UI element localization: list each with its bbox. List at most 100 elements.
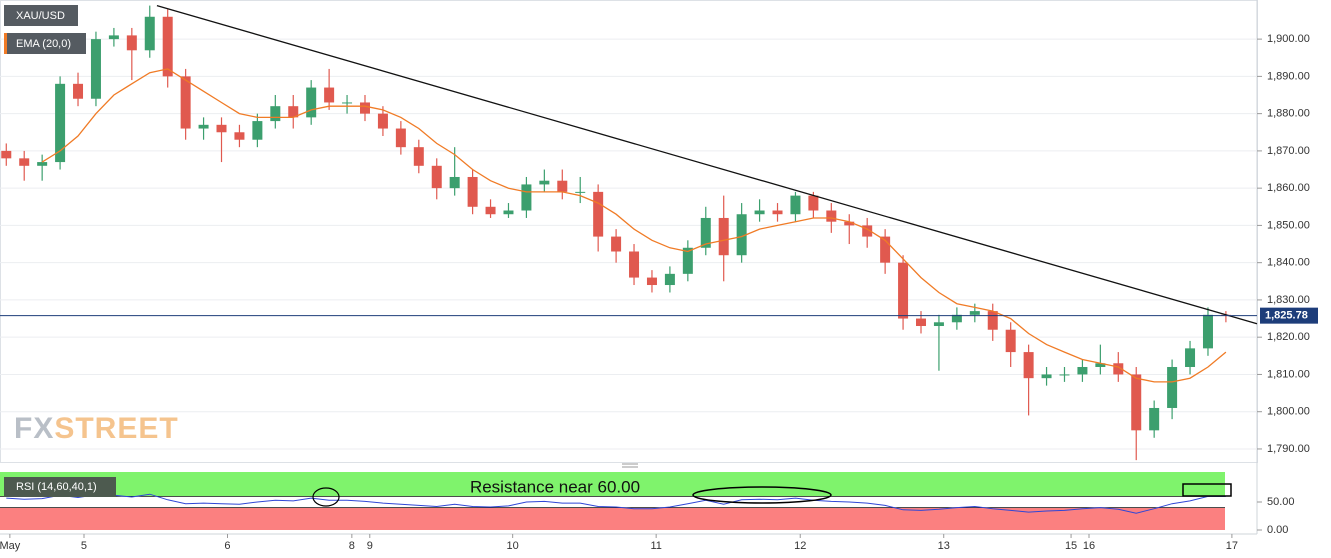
candle-body — [844, 221, 855, 226]
candle-body — [431, 165, 442, 189]
legend-box — [4, 477, 116, 497]
candle-body — [1077, 366, 1088, 375]
candle-body — [664, 273, 675, 286]
candle-body — [55, 83, 66, 163]
candle-body — [1167, 366, 1178, 408]
candle-body — [611, 236, 622, 252]
lower-zone — [0, 507, 1225, 530]
legend-swatch — [4, 33, 7, 54]
rsi-line — [6, 493, 1226, 514]
highlight-ellipse — [692, 486, 832, 504]
candle-body — [37, 162, 48, 166]
candle-body — [90, 39, 101, 99]
candle-body — [1059, 374, 1070, 376]
x-tick-label: 11 — [650, 540, 661, 552]
candle-body — [987, 311, 998, 330]
candle-body — [306, 87, 317, 118]
candle-body — [1149, 407, 1160, 431]
candle-body — [969, 311, 980, 315]
candle-body — [1131, 374, 1142, 431]
candle-body — [629, 251, 640, 278]
y-tick-label: 1,880.00 — [1267, 108, 1310, 120]
candle-body — [1023, 352, 1034, 379]
candle-body — [898, 262, 909, 319]
candle-body — [467, 176, 478, 207]
candle-body — [593, 191, 604, 237]
trendline — [156, 4, 1258, 325]
x-tick-label: 6 — [224, 540, 230, 552]
watermark: FXSTREET — [14, 412, 179, 445]
x-tick-label: 15 — [1065, 540, 1077, 552]
candle-body — [700, 217, 711, 248]
legend-symbol: XAU/USD — [16, 10, 65, 22]
candle-body — [790, 195, 801, 215]
candle-body — [557, 180, 568, 192]
legend-box — [4, 5, 78, 26]
y-tick-label: 0.00 — [1267, 524, 1288, 536]
candle-body — [736, 214, 747, 256]
candle-body — [216, 124, 227, 133]
candle-body — [1185, 348, 1196, 367]
candle-body — [288, 106, 299, 118]
candle-body — [1202, 314, 1213, 349]
candle-body — [108, 35, 119, 40]
candle-body — [162, 16, 173, 77]
y-tick-label: 1,790.00 — [1267, 443, 1310, 455]
candle-body — [1041, 374, 1052, 379]
candle-body — [395, 128, 406, 148]
highlight-box — [1182, 483, 1232, 497]
candle-body — [862, 225, 873, 237]
annotation-shapes — [312, 483, 1232, 507]
x-tick-label: 17 — [1226, 540, 1238, 552]
last-price-box — [1260, 307, 1318, 324]
candle-body — [880, 236, 891, 263]
upper-zone — [0, 472, 1225, 497]
legend-rsi: RSI (14,60,40,1) — [16, 481, 97, 493]
candle-body — [413, 147, 424, 166]
watermark-part: FX — [14, 412, 54, 445]
candle-body — [359, 102, 370, 114]
candle-body — [808, 195, 819, 211]
x-tick-label: 10 — [507, 540, 519, 552]
candle-body — [1113, 363, 1124, 375]
candle-body — [718, 217, 729, 256]
candle-body — [1095, 363, 1106, 367]
legend-box — [4, 33, 86, 54]
y-tick-label: 1,850.00 — [1267, 219, 1310, 231]
candle-body — [252, 121, 263, 140]
candle-body — [754, 210, 765, 215]
candle-body — [270, 106, 281, 122]
candle-body — [19, 158, 30, 166]
candle-body — [1005, 329, 1016, 353]
y-tick-label: 1,810.00 — [1267, 368, 1310, 380]
x-tick-label: May — [0, 540, 21, 552]
price-pane: FXSTREET 1,790.00 1,800.00 1,810.00 1,820.00… — [0, 4, 1318, 461]
candle-body — [682, 247, 693, 274]
candle-body — [485, 206, 496, 215]
y-tick-label: 1,870.00 — [1267, 145, 1310, 157]
candle-body — [916, 318, 927, 327]
y-tick-label: 1,800.00 — [1267, 406, 1310, 418]
x-tick-label: 13 — [938, 540, 950, 552]
y-tick-label: 1,820.00 — [1267, 331, 1310, 343]
candle-body — [377, 113, 388, 129]
highlight-ellipse — [312, 487, 340, 507]
candle-body — [521, 184, 532, 211]
candle-body — [826, 210, 837, 222]
candle-body — [180, 76, 191, 129]
watermark-part: STREET — [54, 412, 178, 445]
plot-frame — [0, 0, 1258, 463]
rsi-pane: 0.00 50.00 Resistance near 60.00 May 5 6 8 9 10 1… — [0, 472, 1295, 552]
candle-body — [449, 176, 460, 189]
candle-body — [198, 124, 209, 129]
candle-body — [772, 210, 783, 215]
x-tick-label: 5 — [81, 540, 87, 552]
candle-body — [646, 277, 657, 286]
candle-body — [951, 314, 962, 323]
ema-line — [41, 68, 1227, 383]
splitter — [622, 463, 638, 468]
candle-body — [324, 87, 335, 103]
y-tick-label: 1,840.00 — [1267, 257, 1310, 269]
candle-body — [575, 191, 586, 193]
